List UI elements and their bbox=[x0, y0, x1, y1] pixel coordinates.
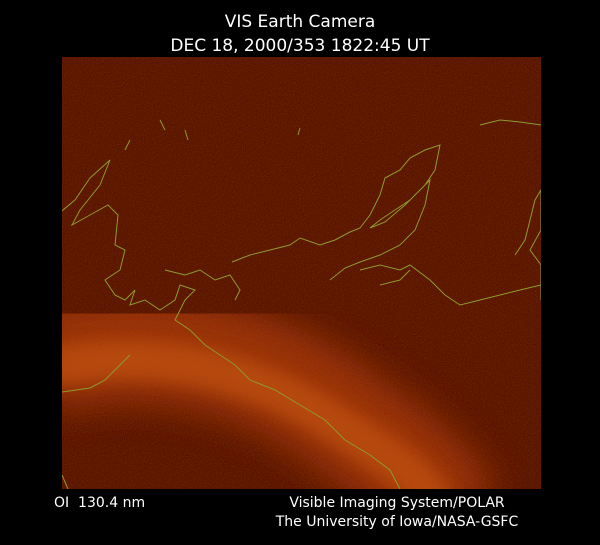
coastlines bbox=[62, 119, 541, 489]
credit-line-1: Visible Imaging System/POLAR bbox=[289, 495, 505, 511]
subtitle: DEC 18, 2000/353 1822:45 UT bbox=[170, 36, 430, 56]
title: VIS Earth Camera bbox=[225, 12, 376, 32]
credit-line-2: The University of Iowa/NASA-GSFC bbox=[275, 514, 519, 530]
earth-image bbox=[62, 57, 541, 489]
instrument-label: OI 130.4 nm bbox=[54, 495, 145, 511]
